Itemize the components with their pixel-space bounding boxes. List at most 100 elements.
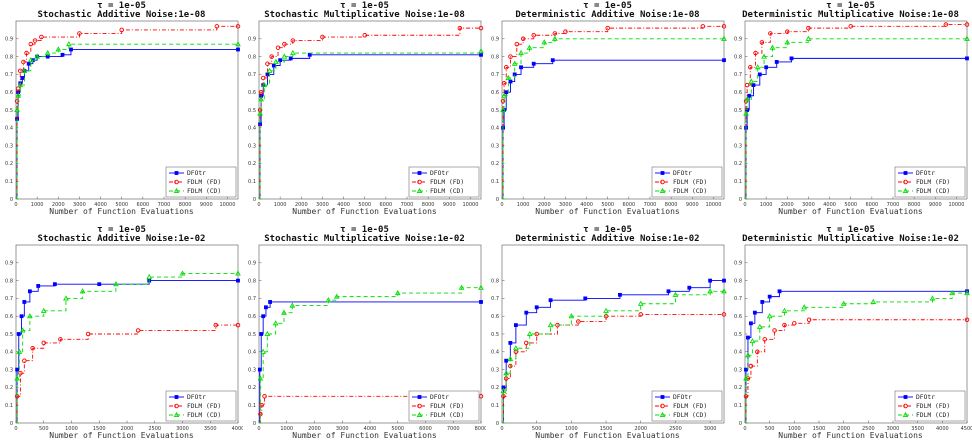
data-point xyxy=(457,25,463,31)
data-point xyxy=(801,304,808,310)
data-point xyxy=(458,284,465,290)
y-tick-label: 0 xyxy=(253,197,256,203)
x-tick-label: 3000 xyxy=(336,426,349,432)
x-tick-label: 0 xyxy=(257,426,260,432)
data-point xyxy=(500,98,506,104)
data-point xyxy=(637,300,644,306)
y-tick-label: 0.8 xyxy=(248,278,256,284)
chart-title: Stochastic Additive Noise:1e-08 xyxy=(37,10,206,20)
x-tick-label: 6000 xyxy=(379,202,392,208)
x-tick-label: 2000 xyxy=(308,426,321,432)
data-point xyxy=(548,298,553,303)
x-tick-label: 3000 xyxy=(704,426,717,432)
legend-marker xyxy=(174,403,179,409)
data-point xyxy=(744,96,750,102)
y-tick-label: 0.5 xyxy=(248,108,256,114)
y-tick-label: 0.8 xyxy=(734,278,742,284)
data-point xyxy=(618,292,622,297)
data-point xyxy=(514,41,520,47)
y-tick-label: 0.3 xyxy=(5,143,13,149)
x-tick-label: 8000 xyxy=(665,202,678,208)
data-point xyxy=(77,31,82,36)
data-point xyxy=(754,64,761,70)
chart-panel: τ = 1e-05 Deterministic Multiplicative No… xyxy=(729,0,972,224)
legend-label: FDLM (FD) xyxy=(187,403,221,410)
y-tick-label: 0.5 xyxy=(491,108,499,114)
chart-tau-line: τ = 1e-05 xyxy=(340,1,389,11)
data-point xyxy=(288,56,293,61)
series-line xyxy=(502,313,724,424)
legend-marker xyxy=(902,411,909,418)
data-point xyxy=(508,54,513,59)
chart-plot: 0 0.1 0.2 0.3 0.4 0.5 0.6 0.7 0.8 0.9 0 1000 2000 300… xyxy=(248,20,484,208)
x-tick-label: 1000 xyxy=(65,426,78,432)
chart-plot: 0 0.1 0.2 0.3 0.4 0.5 0.6 0.7 0.8 0.9 0 1000 2000 300… xyxy=(734,20,970,208)
legend: DFOtr FDLM (FD) FDLM (CD) xyxy=(408,166,480,198)
legend-marker xyxy=(417,395,422,399)
data-point xyxy=(524,310,529,315)
data-point xyxy=(501,81,507,86)
data-point xyxy=(744,82,750,88)
chart-tau-line: τ = 1e-05 xyxy=(97,1,146,11)
legend-marker xyxy=(416,187,423,194)
x-tick-label: 2000 xyxy=(121,426,134,432)
series-line xyxy=(16,273,238,424)
y-tick-label: 0.8 xyxy=(5,278,13,284)
x-tick-label: 7000 xyxy=(158,202,171,208)
y-tick-label: 0.6 xyxy=(248,314,256,320)
data-point xyxy=(746,335,750,340)
x-tick-label: 3500 xyxy=(204,426,217,432)
legend-marker xyxy=(903,403,908,409)
series-fdlm-fd- xyxy=(501,312,727,424)
y-tick-label: 0 xyxy=(10,421,13,427)
data-point xyxy=(752,310,757,315)
y-tick-label: 0.4 xyxy=(248,126,256,132)
y-tick-label: 0.2 xyxy=(248,161,256,167)
x-tick-label: 9000 xyxy=(443,202,456,208)
data-point xyxy=(236,278,240,283)
x-axis-label: Number of Function Evaluations xyxy=(49,207,194,216)
legend: DFOtr FDLM (FD) FDLM (CD) xyxy=(408,390,480,422)
x-tick-label: 8000 xyxy=(422,202,435,208)
x-tick-label: 10000 xyxy=(705,202,721,208)
data-point xyxy=(17,68,23,74)
chart-tau-line: τ = 1e-05 xyxy=(826,225,875,235)
x-tick-label: 9000 xyxy=(686,202,699,208)
legend-label: FDLM (CD) xyxy=(430,188,464,195)
y-tick-label: 0.2 xyxy=(734,385,742,391)
data-point xyxy=(949,289,956,296)
x-tick-label: 1000 xyxy=(760,202,773,208)
series-line xyxy=(745,24,967,200)
chart-tau-line: τ = 1e-05 xyxy=(826,1,875,11)
data-point xyxy=(14,98,20,104)
chart-plot: 0 0.1 0.2 0.3 0.4 0.5 0.6 0.7 0.8 0.9 0 1000 2000 300… xyxy=(5,20,241,208)
legend-label: FDLM (FD) xyxy=(430,179,464,186)
y-tick-label: 0.3 xyxy=(734,143,742,149)
data-point xyxy=(289,49,296,56)
y-tick-label: 0.8 xyxy=(248,54,256,60)
y-tick-label: 0 xyxy=(253,421,256,427)
data-point xyxy=(666,289,671,294)
data-point xyxy=(320,34,325,40)
x-tick-label: 500 xyxy=(532,426,542,432)
data-point xyxy=(55,46,62,52)
data-point xyxy=(235,24,241,29)
data-point xyxy=(707,288,713,294)
chart-panel: τ = 1e-05 Stochastic Additive Noise:1e-02… xyxy=(0,224,243,448)
y-tick-label: 0.5 xyxy=(5,332,13,338)
series-dfotr xyxy=(257,300,483,424)
y-tick-label: 0.4 xyxy=(734,126,742,132)
legend: DFOtr FDLM (FD) FDLM (CD) xyxy=(651,166,723,198)
y-tick-label: 0.5 xyxy=(734,332,742,338)
y-tick-label: 0.1 xyxy=(5,179,13,185)
y-tick-label: 0.6 xyxy=(5,314,13,320)
x-tick-label: 3000 xyxy=(887,426,900,432)
legend-label: DFOtr xyxy=(916,394,935,401)
data-point xyxy=(840,300,847,306)
series-fdlm-cd- xyxy=(743,35,970,200)
legend-marker xyxy=(417,171,422,175)
data-point xyxy=(503,370,510,376)
y-tick-label: 0.2 xyxy=(248,385,256,391)
data-point xyxy=(213,322,219,328)
legend-label: FDLM (FD) xyxy=(916,179,950,186)
